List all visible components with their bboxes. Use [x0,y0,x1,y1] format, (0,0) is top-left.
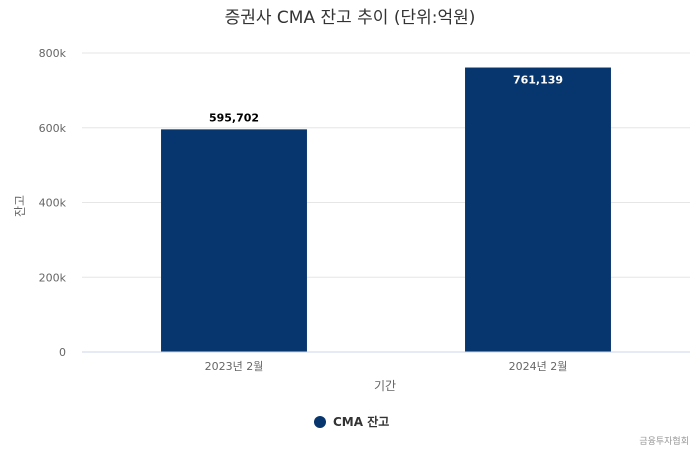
legend-label[interactable]: CMA 잔고 [333,414,389,429]
x-tick-label: 2024년 2월 [509,360,568,373]
legend[interactable]: CMA 잔고 [314,414,389,429]
x-tick-label: 2023년 2월 [205,360,264,373]
data-label: 761,139 [513,74,563,87]
x-axis-title: 기간 [374,379,396,393]
legend-marker [314,416,326,428]
bar[interactable] [161,129,307,352]
bar-series [161,67,611,353]
x-axis-tick-labels: 2023년 2월 2024년 2월 [205,360,568,373]
y-tick-label: 200k [39,271,67,284]
data-label: 595,702 [209,111,259,124]
y-tick-label: 400k [39,197,67,210]
chart-title: 증권사 CMA 잔고 추이 (단위:억원) [225,8,476,28]
bar[interactable] [465,67,611,353]
y-tick-label: 600k [39,122,67,135]
y-tick-label: 0 [59,346,66,359]
y-axis-title: 잔고 [13,195,27,217]
y-tick-label: 800k [39,47,67,60]
chart-credit: 금융투자협회 [639,435,689,447]
y-axis-tick-labels: 0 200k 400k 600k 800k [39,47,67,359]
data-labels: 595,702 761,139 [209,74,563,125]
